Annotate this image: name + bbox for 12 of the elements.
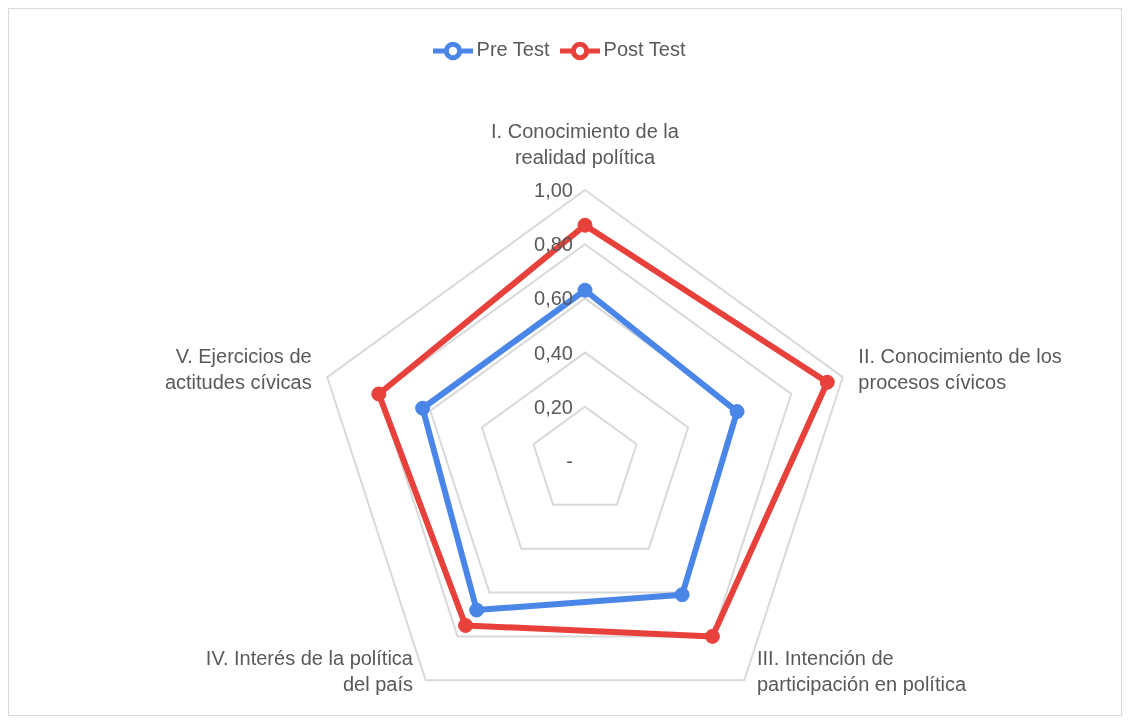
spoke-label: III. Intención de participación en política [756,646,967,695]
legend-label: Post Test [603,38,686,61]
y-tick-label: 0,40 [534,341,573,364]
spoke-label: II. Conocimiento de los procesos cívicos [858,344,1062,393]
y-tick-label: 0,20 [534,395,573,418]
y-tick-label: - [566,450,573,472]
spoke-label: V. Ejercicios de actitudes cívicas [164,344,312,393]
y-tick-label: 1,00 [534,179,573,201]
y-tick-label: 0,60 [534,287,573,310]
spoke-label: IV. Interés de la política del país [205,646,414,695]
spoke-label: I. Conocimiento de la realidad política [491,120,680,168]
legend-label: Pre Test [476,38,550,61]
